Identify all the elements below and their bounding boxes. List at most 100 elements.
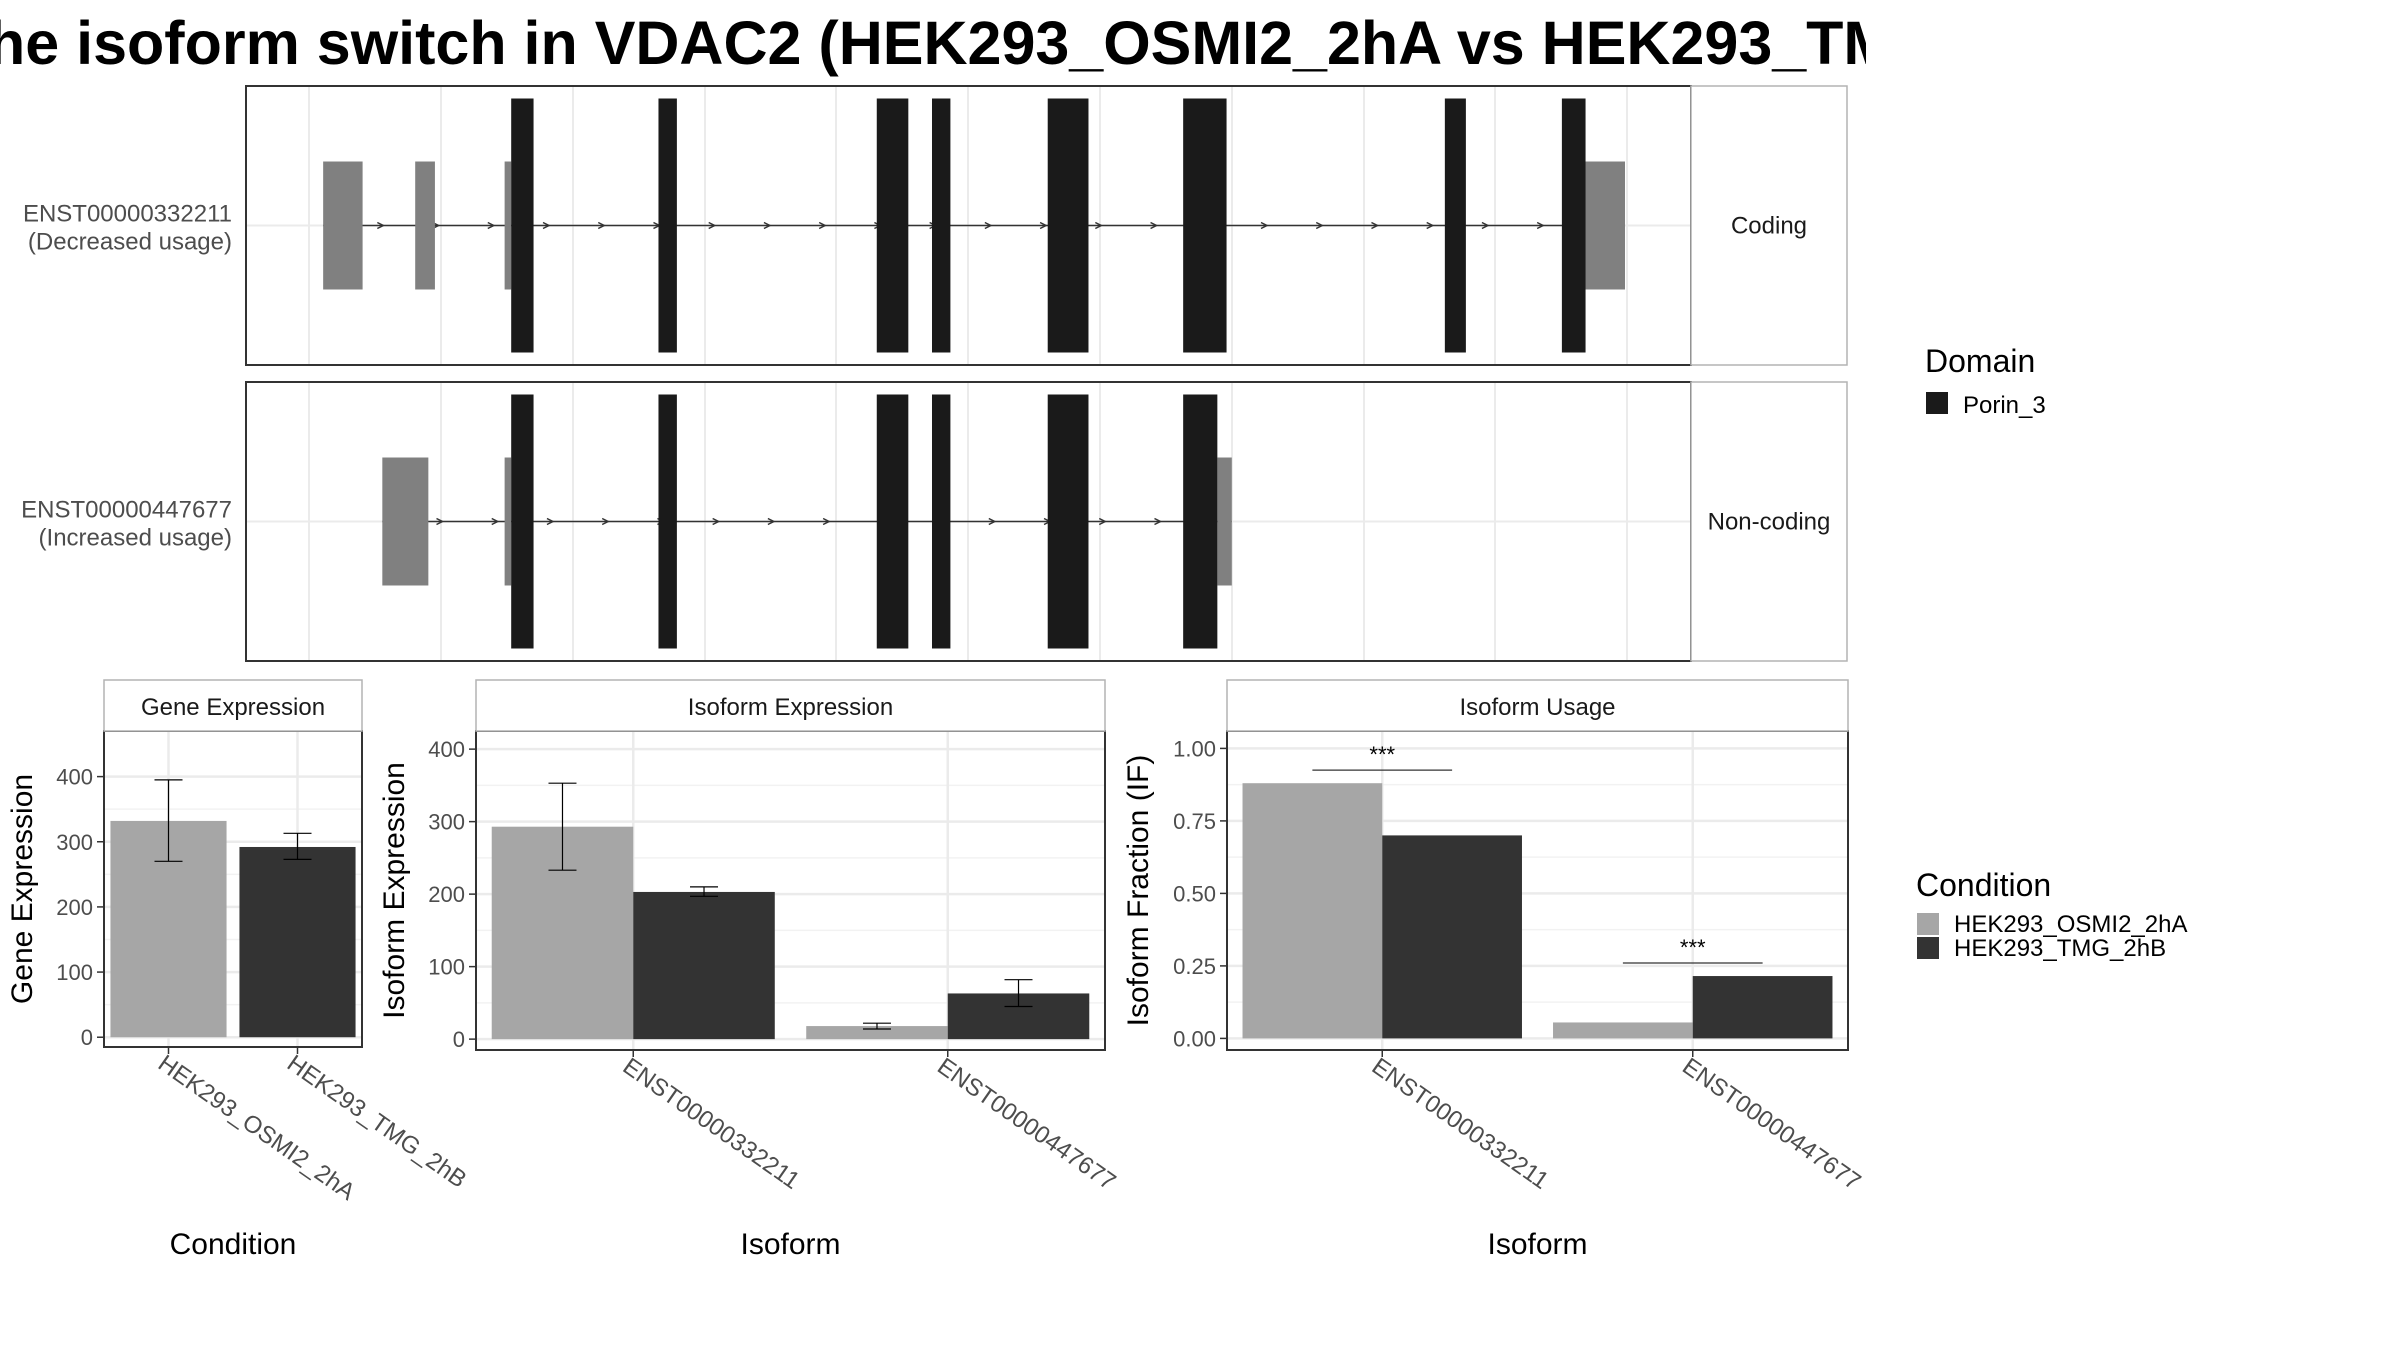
y-tick-label: 100	[428, 955, 465, 980]
direction-arrow	[1154, 517, 1163, 526]
panel-title: Isoform Usage	[1459, 694, 1615, 721]
condition-legend-title: Condition	[1916, 867, 2051, 903]
domain-block	[658, 98, 677, 353]
x-axis-title: Isoform	[1487, 1228, 1587, 1261]
x-tick-label: ENST00000332211	[1367, 1053, 1554, 1195]
direction-arrow	[546, 517, 555, 526]
significance-label: ***	[1369, 742, 1395, 767]
y-tick-label: 400	[428, 737, 465, 762]
usage-label: (Decreased usage)	[28, 229, 232, 256]
bar	[1382, 835, 1522, 1039]
utr-block	[323, 161, 363, 290]
direction-arrow	[491, 517, 500, 526]
direction-arrow	[487, 221, 496, 230]
y-tick-label: 200	[56, 895, 93, 920]
direction-arrow	[1098, 517, 1107, 526]
direction-arrow	[376, 221, 386, 230]
transcript-label: ENST00000447677	[21, 497, 232, 524]
x-axis-title: Condition	[170, 1228, 297, 1261]
y-tick-label: 1.00	[1173, 736, 1216, 761]
domain-block	[931, 98, 951, 353]
panel-strip	[475, 679, 1106, 732]
utr-block	[382, 457, 429, 586]
direction-arrow	[1094, 221, 1103, 230]
domain-block	[511, 98, 534, 353]
domain-legend-title: Domain	[1925, 343, 2035, 379]
domain-block	[876, 394, 909, 649]
facet-strip	[1690, 381, 1848, 662]
condition-legend-key	[1917, 913, 1939, 935]
domain-block	[1561, 98, 1586, 353]
direction-arrow	[1315, 221, 1324, 230]
condition-legend-label: HEK293_TMG_2hB	[1954, 935, 2166, 962]
x-tick-label: ENST00000447677	[1677, 1053, 1865, 1196]
domain-block	[931, 394, 951, 649]
direction-arrow	[708, 221, 717, 230]
direction-arrow	[767, 517, 776, 526]
y-tick-label: 100	[56, 960, 93, 985]
domain-legend-label: Porin_3	[1963, 392, 2046, 419]
bar	[633, 891, 775, 1040]
panel-title: Isoform Expression	[688, 694, 893, 721]
facet-label: Coding	[1731, 213, 1807, 240]
x-tick-label: ENST00000332211	[618, 1053, 805, 1195]
domain-block	[511, 394, 534, 649]
condition-legend-label: HEK293_OSMI2_2hA	[1954, 911, 2187, 938]
bar	[806, 1026, 948, 1040]
bar	[1692, 976, 1833, 1039]
facet-strip	[1690, 85, 1848, 366]
domain-block	[1183, 394, 1218, 649]
y-axis-title: Isoform Fraction (IF)	[1122, 755, 1155, 1027]
utr-block	[1580, 161, 1625, 290]
utr-block	[504, 161, 512, 290]
direction-arrow	[822, 517, 831, 526]
y-tick-label: 300	[56, 830, 93, 855]
direction-arrow	[436, 517, 445, 526]
utr-block	[504, 457, 512, 586]
domain-legend-key	[1926, 392, 1948, 414]
y-axis-title: Gene Expression	[6, 774, 39, 1004]
direction-arrow	[818, 221, 827, 230]
y-tick-label: 0.50	[1173, 881, 1216, 906]
direction-arrow	[712, 517, 721, 526]
panel-title: Gene Expression	[141, 694, 325, 721]
direction-arrow	[1039, 221, 1048, 230]
condition-legend-key	[1917, 937, 1939, 959]
y-tick-label: 0	[453, 1027, 465, 1052]
domain-block	[1444, 98, 1466, 353]
direction-arrow	[984, 221, 993, 230]
direction-arrow	[1426, 221, 1435, 230]
utr-block	[415, 161, 435, 290]
bar	[239, 846, 356, 1038]
bar	[1242, 783, 1383, 1039]
panel-strip	[1226, 679, 1849, 732]
usage-label: (Increased usage)	[39, 525, 232, 552]
x-tick-label: ENST00000447677	[932, 1053, 1120, 1196]
domain-block	[1047, 394, 1089, 649]
x-axis-title: Isoform	[740, 1228, 840, 1261]
y-tick-label: 400	[56, 765, 93, 790]
y-tick-label: 200	[428, 882, 465, 907]
figure-title: he isoform switch in VDAC2 (HEK293_OSMI2…	[0, 9, 1866, 77]
direction-arrow	[1150, 221, 1159, 230]
significance-label: ***	[1680, 935, 1706, 960]
direction-arrow	[1536, 221, 1545, 230]
direction-arrow	[988, 517, 997, 526]
domain-block	[876, 98, 909, 353]
domain-block	[1183, 98, 1227, 353]
direction-arrow	[542, 221, 551, 230]
direction-arrow	[763, 221, 772, 230]
y-tick-label: 0.00	[1173, 1026, 1216, 1051]
y-tick-label: 0	[81, 1025, 93, 1050]
direction-arrow	[1481, 221, 1490, 230]
y-axis-title: Isoform Expression	[378, 762, 411, 1019]
direction-arrow	[1260, 221, 1269, 230]
direction-arrow	[1371, 221, 1380, 230]
y-tick-label: 0.25	[1173, 954, 1216, 979]
y-tick-label: 0.75	[1173, 809, 1216, 834]
direction-arrow	[597, 221, 606, 230]
utr-block	[1217, 457, 1232, 586]
domain-block	[1047, 98, 1089, 353]
y-tick-label: 300	[428, 810, 465, 835]
